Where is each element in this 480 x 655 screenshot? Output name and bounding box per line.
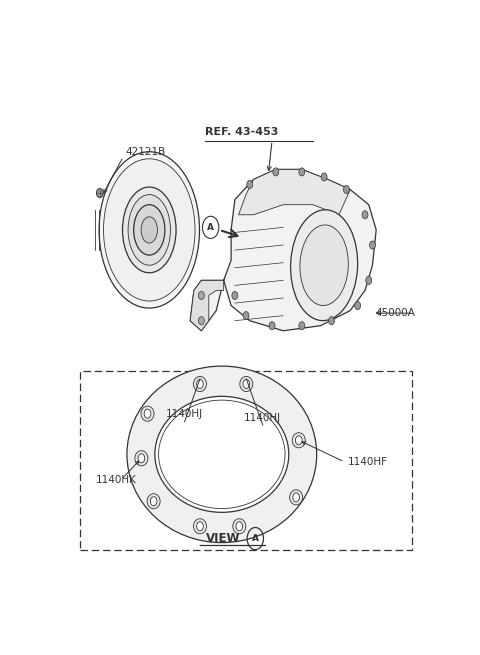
Text: 1140HF: 1140HF [348, 457, 388, 467]
Ellipse shape [122, 187, 176, 272]
Ellipse shape [289, 490, 302, 505]
Ellipse shape [141, 217, 157, 243]
Circle shape [321, 173, 327, 181]
Ellipse shape [233, 519, 246, 534]
Ellipse shape [127, 366, 317, 542]
Ellipse shape [99, 152, 200, 308]
Circle shape [355, 301, 360, 310]
Text: A: A [207, 223, 214, 232]
Ellipse shape [300, 225, 348, 305]
Circle shape [197, 522, 204, 531]
Circle shape [198, 291, 204, 299]
Circle shape [198, 316, 204, 325]
Polygon shape [239, 170, 350, 215]
Circle shape [329, 316, 335, 325]
Ellipse shape [133, 204, 165, 255]
Ellipse shape [155, 396, 289, 512]
Ellipse shape [135, 451, 148, 466]
Text: 42121B: 42121B [125, 147, 165, 157]
Text: 45000A: 45000A [375, 308, 415, 318]
Ellipse shape [292, 433, 305, 448]
Bar [81, 371, 411, 550]
Circle shape [269, 322, 275, 329]
Ellipse shape [158, 400, 285, 508]
Circle shape [203, 216, 219, 238]
Circle shape [236, 522, 243, 531]
Circle shape [370, 241, 375, 249]
Ellipse shape [104, 159, 195, 301]
Polygon shape [190, 280, 224, 331]
Text: 1140HJ: 1140HJ [166, 409, 203, 419]
Ellipse shape [193, 519, 206, 534]
Ellipse shape [240, 377, 253, 392]
Text: A: A [252, 534, 259, 543]
Circle shape [232, 291, 238, 299]
Circle shape [197, 379, 204, 388]
Circle shape [366, 276, 372, 284]
Ellipse shape [290, 210, 358, 320]
Circle shape [144, 409, 151, 419]
Circle shape [362, 211, 368, 219]
Text: 1140HK: 1140HK [96, 475, 136, 485]
Ellipse shape [141, 406, 154, 421]
Circle shape [138, 454, 145, 463]
Circle shape [299, 322, 305, 329]
Ellipse shape [193, 377, 206, 392]
Text: REF. 43-453: REF. 43-453 [205, 126, 278, 136]
Circle shape [344, 185, 349, 194]
Circle shape [299, 168, 305, 176]
Ellipse shape [147, 494, 160, 509]
Text: VIEW: VIEW [206, 532, 241, 545]
Circle shape [247, 181, 252, 189]
Text: 1140HJ: 1140HJ [244, 413, 281, 422]
Circle shape [96, 189, 103, 198]
Polygon shape [190, 170, 376, 331]
Circle shape [273, 168, 279, 176]
Ellipse shape [128, 195, 170, 265]
Circle shape [243, 312, 249, 320]
Circle shape [243, 379, 250, 388]
Circle shape [293, 493, 300, 502]
Circle shape [295, 436, 302, 445]
Circle shape [150, 496, 157, 506]
